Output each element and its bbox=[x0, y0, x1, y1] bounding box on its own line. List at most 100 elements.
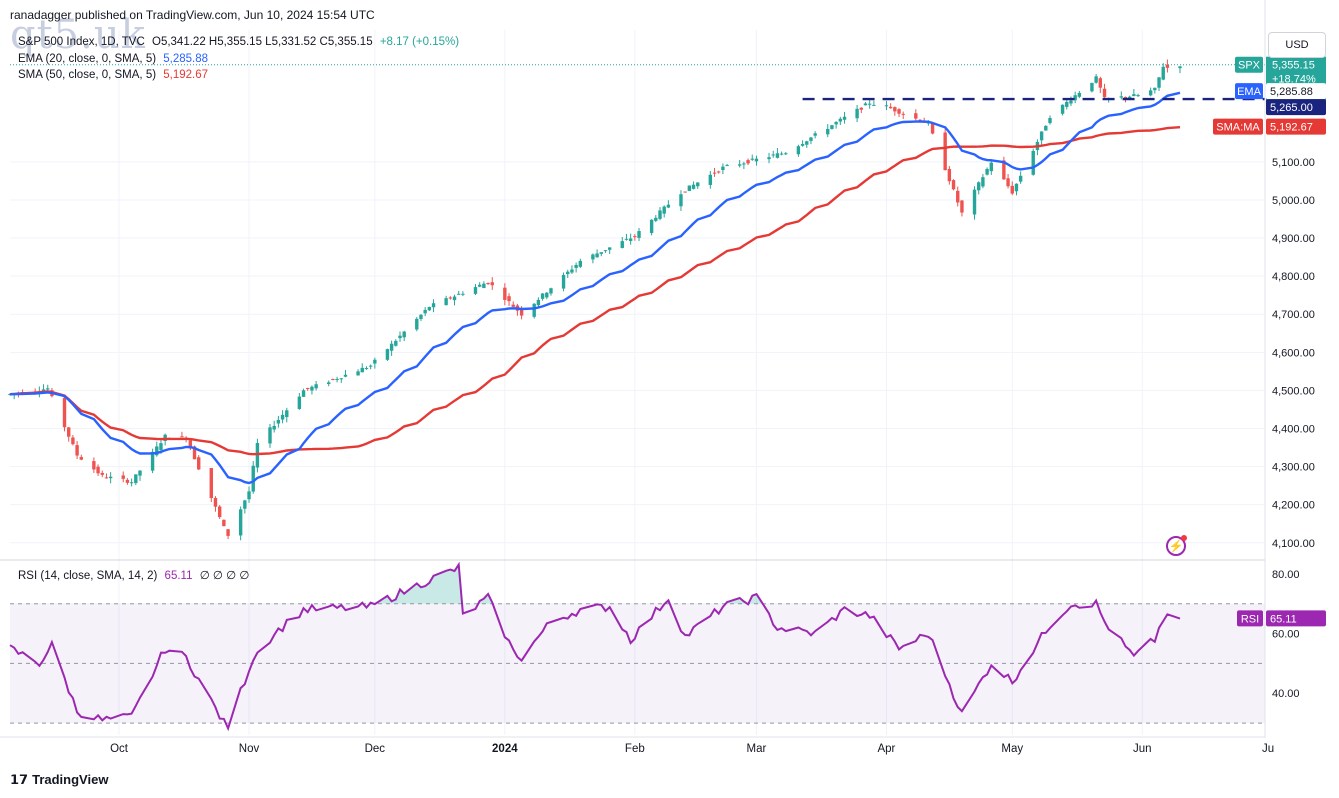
time-tick-label: May bbox=[1001, 743, 1023, 755]
candle-body bbox=[767, 157, 771, 160]
candle-body bbox=[754, 158, 759, 162]
candle-body bbox=[750, 158, 754, 160]
candle-body bbox=[746, 160, 750, 164]
candle-body bbox=[192, 446, 197, 460]
candle-body bbox=[1018, 175, 1023, 182]
candle-body bbox=[977, 182, 981, 191]
candle-body bbox=[649, 219, 654, 233]
candle-body bbox=[507, 296, 511, 302]
sma-label-tag: SMA:MA bbox=[1216, 122, 1260, 134]
candle-body bbox=[796, 146, 801, 155]
candle-body bbox=[243, 500, 247, 509]
candle-body bbox=[272, 425, 276, 430]
legend-sma-value: 5,192.67 bbox=[163, 69, 209, 81]
rsi-overbought-fill bbox=[361, 564, 1098, 604]
price-tick-label: 4,500.00 bbox=[1272, 385, 1315, 397]
candle-body bbox=[712, 172, 717, 174]
candle-body bbox=[696, 182, 700, 187]
candle-body bbox=[1069, 100, 1073, 104]
legend-sma[interactable]: SMA (50, close, 0, SMA, 5) 5,192.67 bbox=[18, 69, 208, 81]
candle-body bbox=[570, 269, 574, 273]
legend-main[interactable]: S&P 500 Index, 1D, TVC O5,341.22 H5,355.… bbox=[18, 36, 459, 48]
ema-20-line bbox=[10, 91, 1181, 485]
candle-body bbox=[566, 271, 570, 275]
candle-body bbox=[897, 109, 901, 114]
candle-body bbox=[989, 162, 993, 172]
candle-body bbox=[155, 446, 159, 456]
candle-body bbox=[1048, 117, 1052, 124]
candle-body bbox=[960, 200, 964, 213]
candle-body bbox=[838, 118, 843, 122]
legend-rsi[interactable]: RSI (14, close, SMA, 14, 2) 65.11 ∅ ∅ ∅ … bbox=[18, 568, 249, 582]
legend-symbol: S&P 500 Index, 1D, TVC bbox=[18, 36, 145, 48]
candle-body bbox=[859, 107, 863, 110]
candle-body bbox=[134, 474, 138, 484]
axes-group: 5,100.00 5,000.00 4,900.00 4,800.00 4,700.00… bbox=[0, 0, 1315, 755]
published-header: ranadagger published on TradingView.com,… bbox=[10, 8, 375, 22]
candle-body bbox=[1090, 82, 1094, 92]
tv-logo-icon: 𝟭𝟳 bbox=[10, 772, 29, 787]
candle-body bbox=[574, 264, 578, 268]
candle-body bbox=[222, 519, 226, 527]
candle-body bbox=[884, 105, 889, 107]
candle-body bbox=[561, 274, 566, 289]
resistance-value-tag-bg bbox=[1266, 99, 1326, 116]
price-tick-label: 4,100.00 bbox=[1272, 538, 1315, 550]
candle-body bbox=[92, 461, 96, 470]
time-tick-label: Apr bbox=[877, 743, 895, 755]
candle-body bbox=[67, 427, 71, 437]
legend-ema-label: EMA (20, close, 0, SMA, 5) bbox=[18, 53, 157, 65]
candle-body bbox=[1127, 96, 1132, 99]
candle-body bbox=[402, 331, 406, 338]
time-tick-label: Mar bbox=[747, 743, 767, 755]
candle-body bbox=[519, 309, 524, 316]
candle-body bbox=[654, 217, 658, 221]
candle-body bbox=[285, 410, 289, 418]
candle-body bbox=[482, 283, 486, 289]
candle-body bbox=[226, 529, 230, 536]
candle-body bbox=[1178, 66, 1182, 69]
candle-body bbox=[121, 475, 125, 479]
legend-rsi-value: 65.11 bbox=[164, 570, 193, 582]
candle-body bbox=[364, 368, 369, 370]
legend-change: +8.17 (+0.15%) bbox=[379, 36, 460, 48]
candle-body bbox=[444, 298, 448, 306]
candle-body bbox=[633, 236, 637, 238]
candle-body bbox=[834, 122, 838, 125]
candle-body bbox=[717, 171, 721, 173]
candle-body bbox=[46, 388, 50, 390]
candle-body bbox=[893, 107, 897, 112]
candle-body bbox=[276, 419, 281, 424]
price-tick-label: 4,900.00 bbox=[1272, 233, 1315, 245]
candle-body bbox=[343, 374, 348, 377]
candle-body bbox=[461, 293, 465, 295]
candle-body bbox=[41, 389, 46, 392]
candle-body bbox=[901, 113, 905, 115]
candle-body bbox=[1165, 64, 1170, 68]
legend-ema[interactable]: EMA (20, close, 0, SMA, 5) 5,285.88 bbox=[18, 53, 208, 65]
rsi-tick-label: 60.00 bbox=[1272, 629, 1300, 641]
candle-body bbox=[679, 194, 683, 207]
bolt-icon[interactable]: ⚡ bbox=[1166, 535, 1187, 556]
candle-body bbox=[1073, 95, 1077, 101]
candle-body bbox=[251, 465, 255, 492]
candle-body bbox=[394, 340, 398, 346]
candle-body bbox=[314, 384, 318, 389]
candle-body bbox=[603, 250, 608, 252]
candle-body bbox=[826, 128, 830, 135]
price-tick-label: 4,300.00 bbox=[1272, 462, 1315, 474]
candle-body bbox=[1119, 96, 1123, 98]
candle-body bbox=[620, 241, 624, 248]
currency-button[interactable]: USD bbox=[1268, 32, 1326, 58]
candle-body bbox=[599, 252, 603, 254]
rsi-line bbox=[9, 561, 1181, 732]
candle-body bbox=[708, 174, 713, 185]
legend-rsi-label: RSI (14, close, SMA, 14, 2) bbox=[18, 570, 158, 582]
legend-ema-value: 5,285.88 bbox=[163, 53, 209, 65]
candle-body bbox=[775, 153, 780, 158]
candle-body bbox=[71, 437, 75, 445]
time-tick-label: Feb bbox=[625, 743, 645, 755]
price-tick-label: 4,800.00 bbox=[1272, 271, 1315, 283]
candle-body bbox=[628, 238, 633, 242]
